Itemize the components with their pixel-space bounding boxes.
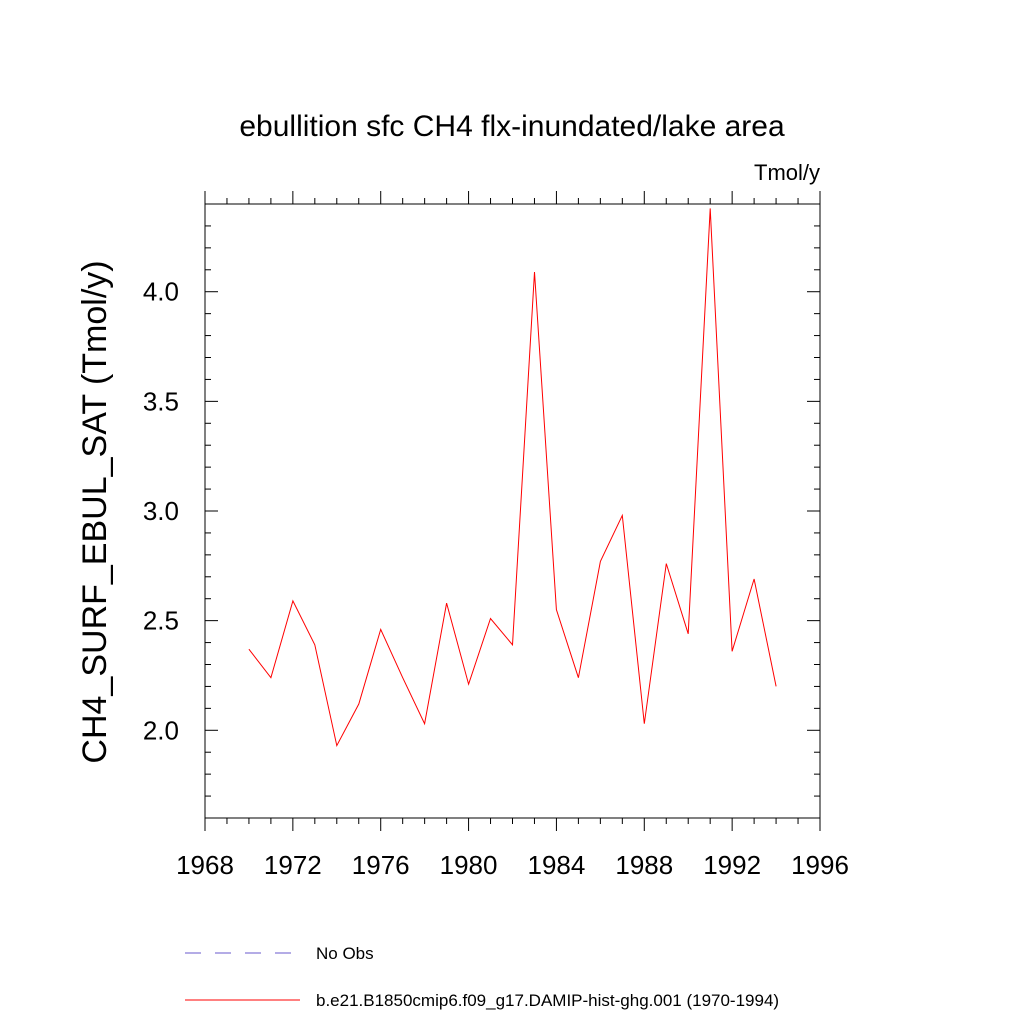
axis-ticks [204,191,821,831]
x-tick-label: 1980 [440,850,498,880]
y-tick-label: 4.0 [143,277,179,307]
series-layer [248,208,777,748]
series-line-0 [248,208,777,748]
legend: No Obs b.e21.B1850cmip6.f09_g17.DAMIP-hi… [185,944,779,1010]
x-tick-label: 1976 [352,850,410,880]
y-tick-label: 3.5 [143,386,179,416]
units-label: Tmol/y [754,160,820,185]
legend-label-no-obs: No Obs [316,944,374,963]
y-tick-label: 3.0 [143,496,179,526]
x-tick-label: 1968 [176,850,234,880]
plot-frame [204,203,821,819]
x-tick-label: 1988 [615,850,673,880]
y-axis-label: CH4_SURF_EBUL_SAT (Tmol/y) [76,260,114,763]
y-tick-label: 2.5 [143,606,179,636]
x-tick-label: 1992 [703,850,761,880]
chart-title: ebullition sfc CH4 flx-inundated/lake ar… [239,110,785,143]
x-tick-label: 1972 [264,850,322,880]
x-tick-label: 1984 [528,850,586,880]
x-tick-label: 1996 [791,850,849,880]
axis-tick-labels: 1968 1972 1976 1980 1984 1988 1992 1996 2.0 2.5 3.… [143,277,849,880]
y-tick-label: 2.0 [143,715,179,745]
legend-label-model: b.e21.B1850cmip6.f09_g17.DAMIP-hist-ghg.… [316,991,779,1010]
